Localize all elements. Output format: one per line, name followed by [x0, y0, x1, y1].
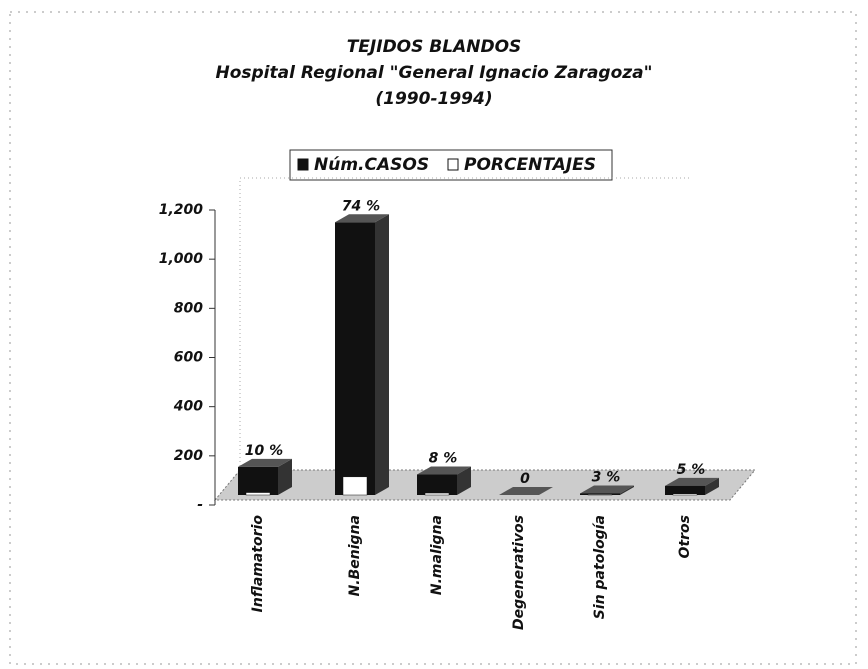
x-tick-label: Sin patología: [592, 515, 608, 619]
percent-bar: [342, 476, 368, 496]
x-tick-label: Degenerativos: [511, 515, 527, 630]
x-tick-label: Otros: [677, 515, 693, 558]
data-label: 0: [520, 471, 530, 487]
percent-bar: [672, 493, 698, 496]
legend-swatch: [297, 158, 309, 171]
x-tick-label: Inflamatorio: [250, 515, 266, 613]
percent-bar: [245, 492, 271, 496]
x-tick-label: N.maligna: [429, 515, 445, 595]
legend-swatch: [447, 158, 459, 171]
bar: [335, 222, 375, 495]
bar-top: [580, 485, 634, 494]
data-label: 5 %: [677, 462, 706, 478]
bar-top: [238, 458, 292, 467]
percent-bar: [587, 494, 613, 496]
bar: [665, 485, 705, 495]
bar-top: [499, 487, 553, 495]
y-tick-label: 200: [174, 448, 203, 464]
y-tick-label: -: [197, 497, 203, 513]
chart-title: TEJIDOS BLANDOS: [347, 37, 522, 57]
bar-side: [278, 458, 292, 495]
bar: [417, 474, 457, 495]
x-tick-label: N.Benigna: [347, 515, 363, 596]
bar: [238, 466, 278, 495]
y-tick-label: 400: [173, 399, 203, 415]
data-label: 8 %: [429, 451, 458, 467]
y-tick-label: 1,200: [159, 202, 204, 218]
data-label: 74 %: [342, 198, 380, 214]
y-tick-label: 600: [174, 350, 203, 366]
percent-bar: [424, 492, 450, 496]
y-tick-label: 1,000: [159, 251, 204, 267]
data-label: 3 %: [592, 469, 621, 485]
chart-period: (1990-1994): [375, 89, 492, 109]
data-label: 10 %: [245, 443, 283, 459]
bar-top: [665, 477, 719, 486]
chart-subtitle: Hospital Regional "General Ignacio Zarag…: [215, 63, 652, 83]
bar-side: [375, 214, 389, 495]
legend-label: Núm.CASOS: [314, 155, 429, 175]
bar-top: [417, 466, 471, 475]
back-wall: [239, 177, 690, 470]
bar-side: [705, 477, 719, 495]
bar-side: [620, 485, 634, 495]
y-tick-label: 800: [174, 300, 203, 316]
legend-label: PORCENTAJES: [464, 155, 596, 175]
chart-border: [9, 11, 857, 665]
bar-side: [457, 466, 471, 495]
bar-top: [335, 214, 389, 223]
